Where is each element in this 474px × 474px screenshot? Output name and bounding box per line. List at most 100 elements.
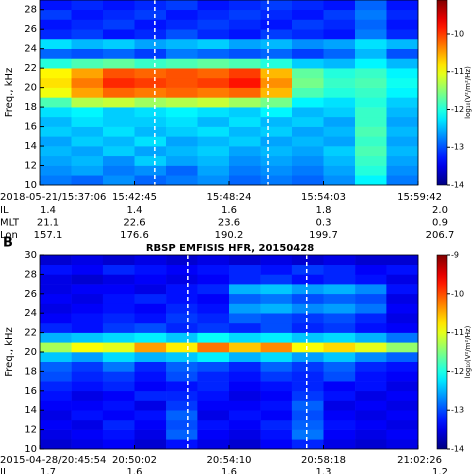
spectrogram-cell bbox=[229, 439, 261, 450]
y-axis-label: Freq., kHz bbox=[4, 327, 15, 377]
colorbar-tick-label: -11 bbox=[451, 67, 464, 76]
spectrogram-cell bbox=[71, 87, 104, 98]
spectrogram-cell bbox=[323, 175, 356, 186]
spectrogram-cell bbox=[386, 77, 419, 88]
spectrogram-cell bbox=[166, 284, 198, 295]
y-tick-label: 10 bbox=[24, 444, 37, 455]
spectrogram-cell bbox=[197, 371, 230, 382]
colorbar-tick-label: -11 bbox=[451, 328, 464, 337]
spectrogram-cell bbox=[103, 107, 135, 118]
spectrogram-cell bbox=[323, 361, 356, 372]
spectrogram-cell bbox=[102, 439, 135, 450]
spectrogram-cell bbox=[323, 293, 356, 304]
spectrogram-cell bbox=[355, 342, 387, 353]
spectrogram-cell bbox=[166, 38, 198, 49]
spectrogram-cell bbox=[386, 313, 419, 324]
spectrogram-cell bbox=[386, 381, 419, 392]
spectrogram-cell bbox=[260, 97, 293, 108]
spectrogram-cell bbox=[40, 255, 72, 265]
spectrogram-cell bbox=[40, 381, 72, 392]
spectrogram-cell bbox=[229, 303, 261, 314]
spectrogram-cell bbox=[386, 419, 419, 430]
spectrogram-cell bbox=[386, 322, 419, 333]
spectrogram-cell bbox=[386, 400, 419, 411]
spectrogram-cell bbox=[260, 264, 293, 275]
spectrogram-cell bbox=[102, 313, 135, 324]
spectrogram-cell bbox=[229, 352, 261, 362]
spectrogram-cell bbox=[260, 146, 293, 157]
spectrogram-cell bbox=[260, 136, 293, 147]
spectrogram-cell bbox=[197, 175, 230, 186]
ephemeris-label: IL bbox=[0, 205, 9, 216]
y-tick-label: 16 bbox=[24, 386, 37, 397]
y-tick-label: 22 bbox=[24, 328, 37, 339]
spectrogram-cell bbox=[323, 439, 356, 450]
y-tick-label: 10 bbox=[24, 180, 37, 191]
spectrogram-cell bbox=[134, 332, 167, 343]
spectrogram-cell bbox=[103, 155, 135, 166]
spectrogram-cell bbox=[355, 419, 387, 430]
spectrogram-cell bbox=[102, 264, 135, 275]
spectrogram-cell bbox=[291, 390, 324, 401]
spectrogram-cell bbox=[323, 136, 356, 147]
spectrogram-cell bbox=[355, 107, 387, 118]
spectrogram-cell bbox=[355, 264, 387, 275]
spectrogram-cell bbox=[71, 48, 104, 59]
spectrogram-cell bbox=[40, 58, 72, 69]
y-tick-label: 28 bbox=[24, 5, 37, 16]
ephemeris-value: 206.7 bbox=[426, 230, 455, 241]
spectrogram-cell bbox=[40, 429, 72, 440]
spectrogram-cell bbox=[40, 97, 72, 108]
spectrogram-cell bbox=[292, 38, 324, 49]
spectrogram-cell bbox=[134, 419, 167, 430]
spectrogram-cell bbox=[166, 175, 198, 186]
spectrogram-cell bbox=[260, 68, 293, 79]
spectrogram-cell bbox=[102, 419, 135, 430]
spectrogram-cell bbox=[291, 255, 324, 265]
spectrogram-cell bbox=[40, 68, 72, 79]
spectrogram-cell bbox=[40, 342, 72, 353]
spectrogram-cell bbox=[134, 126, 167, 137]
spectrogram-cell bbox=[323, 313, 356, 324]
colorbar-tick-label: -9 bbox=[451, 251, 459, 260]
panel-title: RBSP EMFISIS HFR, 20150428 bbox=[146, 243, 314, 254]
spectrogram-cell bbox=[386, 175, 419, 186]
x-tick-label: 2015-04-28/20:45:54 bbox=[0, 455, 106, 466]
spectrogram-cell bbox=[197, 136, 230, 147]
spectrogram-cell bbox=[386, 116, 419, 127]
spectrogram-cell bbox=[323, 332, 356, 343]
spectrogram-cell bbox=[166, 322, 198, 333]
spectrogram-cell bbox=[102, 303, 135, 314]
spectrogram-cell bbox=[102, 410, 135, 421]
spectrogram-cell bbox=[323, 322, 356, 333]
spectrogram-cell bbox=[166, 400, 198, 411]
spectrogram-cell bbox=[103, 58, 135, 69]
spectrogram-cell bbox=[355, 352, 387, 362]
ephemeris-value: 23.6 bbox=[218, 218, 240, 229]
spectrogram-cell bbox=[292, 0, 324, 11]
spectrogram-cell bbox=[386, 0, 419, 11]
spectrogram-cell bbox=[355, 410, 387, 421]
spectrogram-cell bbox=[71, 136, 104, 147]
spectrogram-cell bbox=[386, 48, 419, 59]
spectrogram-cell bbox=[323, 29, 356, 40]
spectrogram-cell bbox=[355, 293, 387, 304]
spectrogram-cell bbox=[166, 313, 198, 324]
spectrogram-cell bbox=[355, 77, 387, 88]
colorbar-tick-label: -12 bbox=[451, 367, 464, 376]
spectrogram-cell bbox=[291, 400, 324, 411]
spectrogram-cell bbox=[197, 97, 230, 108]
spectrogram-cell bbox=[103, 0, 135, 11]
spectrogram-cell bbox=[229, 175, 261, 186]
spectrogram-cell bbox=[71, 419, 104, 430]
spectrogram-cell bbox=[323, 107, 356, 118]
spectrogram-cell bbox=[40, 87, 72, 98]
ephemeris-label: IL bbox=[0, 467, 9, 474]
spectrogram-cell bbox=[134, 68, 167, 79]
spectrogram-cell bbox=[71, 155, 104, 166]
spectrogram-cell bbox=[355, 439, 387, 450]
y-tick-label: 12 bbox=[24, 425, 37, 436]
spectrogram-cell bbox=[102, 352, 135, 362]
spectrogram-cell bbox=[166, 381, 198, 392]
spectrogram-cell bbox=[292, 29, 324, 40]
